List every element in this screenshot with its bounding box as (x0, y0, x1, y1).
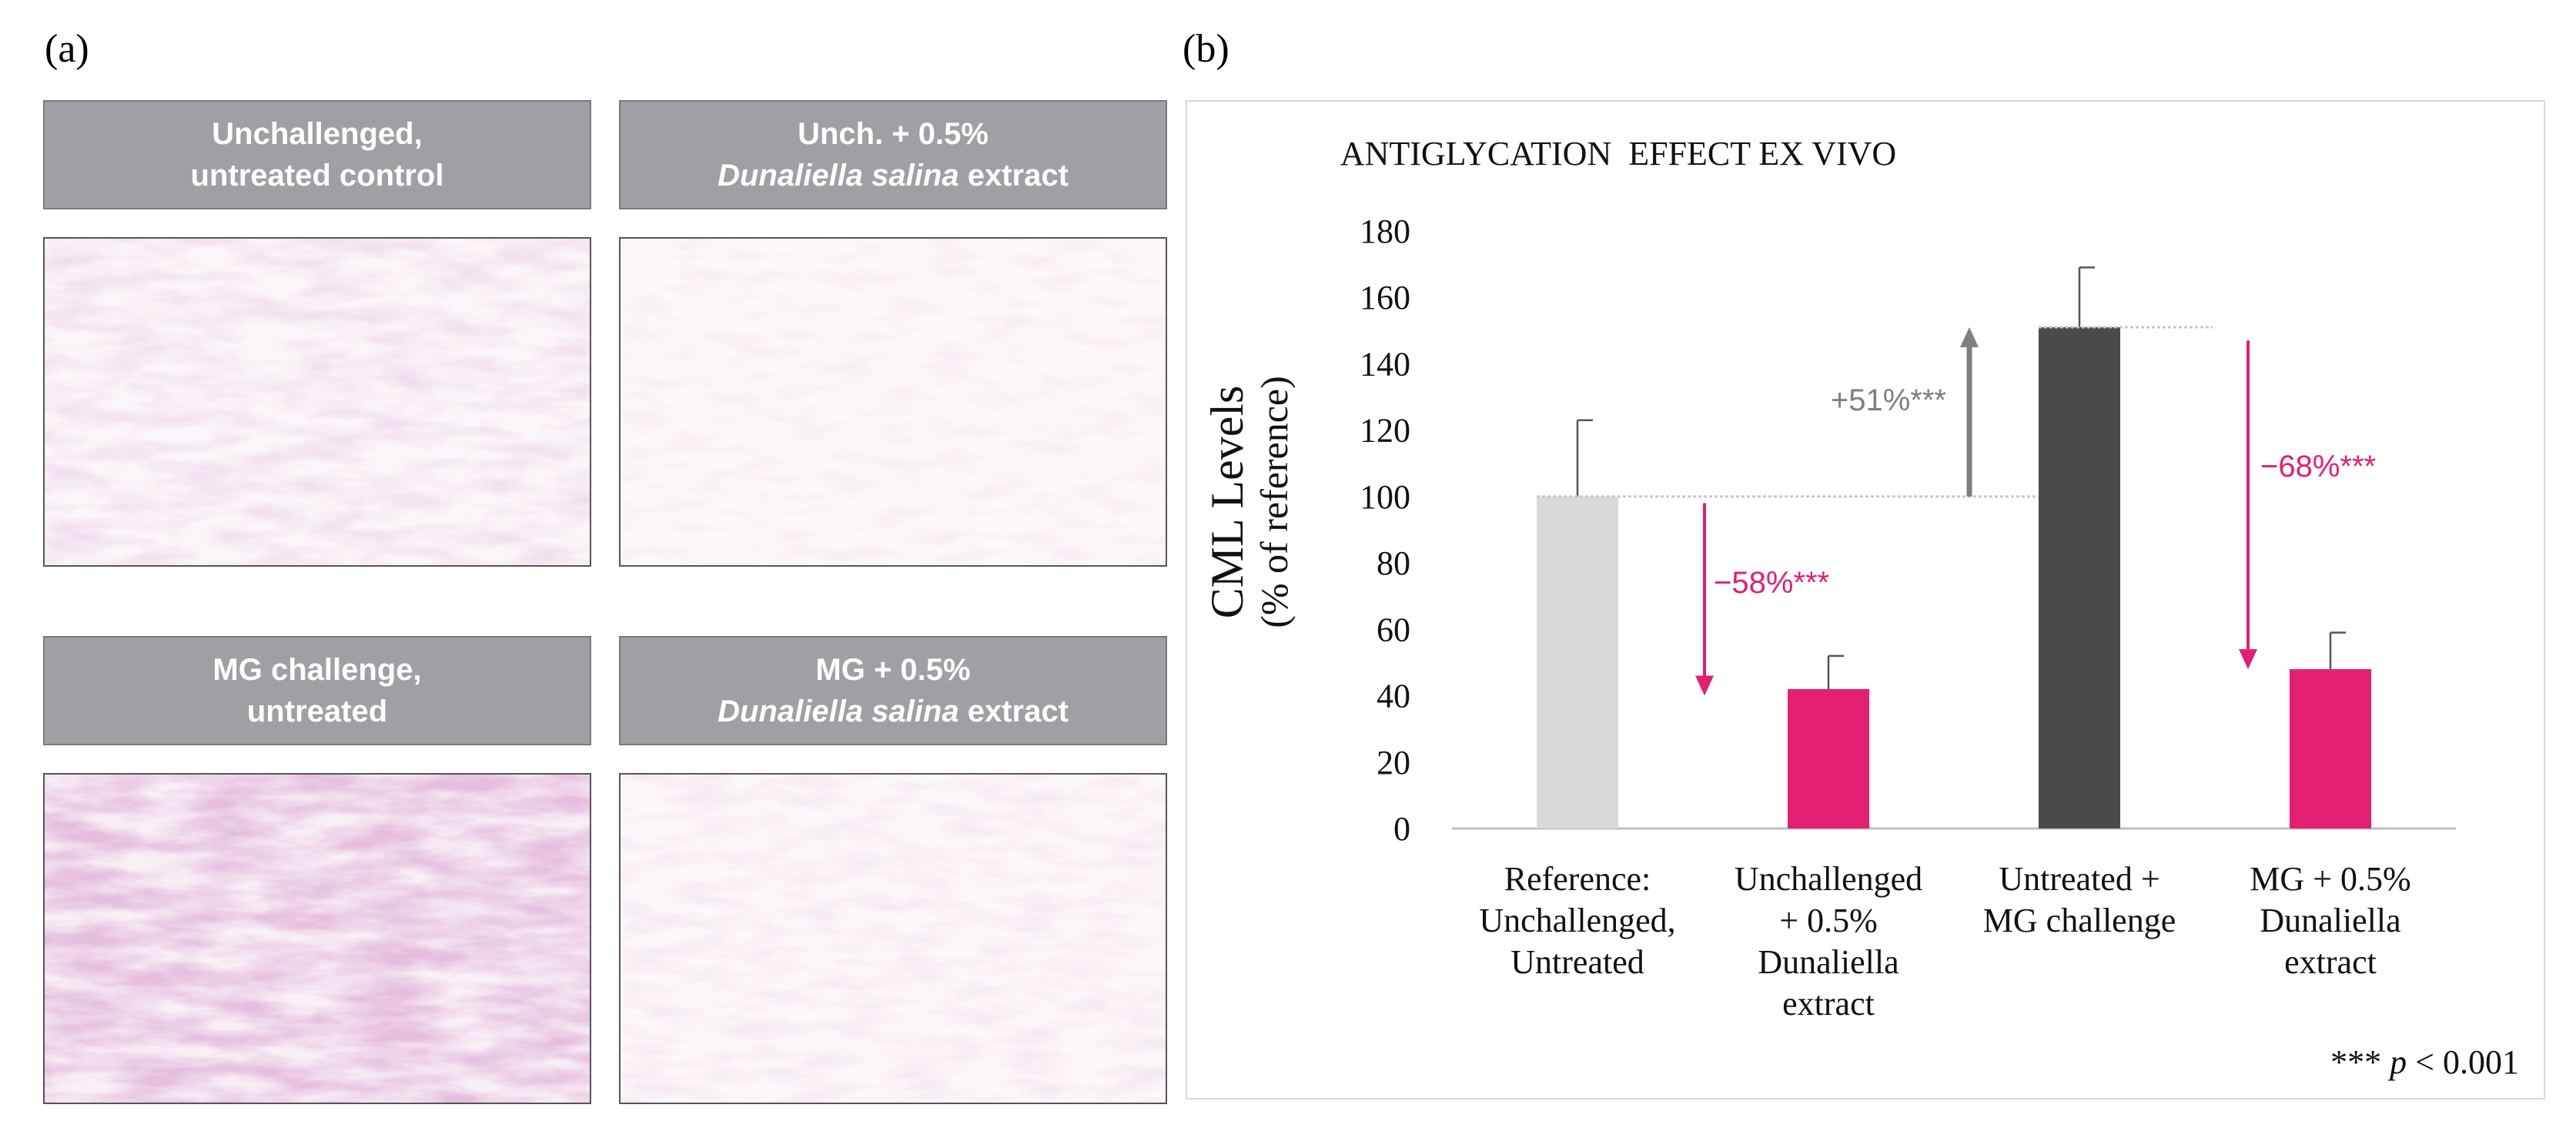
annotation-decrease-2: −68%*** (2260, 450, 2376, 484)
tile-header-line1: Unch. + 0.5% (798, 117, 989, 151)
y-axis-label-group: CML Levels (% of reference) (1202, 376, 1296, 628)
chart-frame: ANTIGLYCATION EFFECT EX VIVO CML Levels … (1186, 100, 2545, 1100)
x-tick-label-line: Unchallenged, (1479, 902, 1675, 939)
x-tick-label: Unchallenged + 0.5% Dunaliella extract (1735, 860, 1922, 1023)
x-tick-label-line: extract (1782, 985, 1875, 1023)
bar (1788, 688, 1869, 828)
x-tick-labels: Reference: Unchallenged, Untreated Unchalle… (1479, 860, 2410, 1023)
x-tick-label-line: Untreated + (1999, 860, 2159, 898)
tile-header-mg-challenge: MG challenge, untreated (43, 636, 591, 745)
x-tick-label: Reference: Unchallenged, Untreated (1479, 860, 1675, 981)
annotation-decrease-1: −58%*** (1714, 566, 1829, 600)
histology-image-mg-challenge (43, 773, 591, 1104)
y-tick-label: 40 (1377, 678, 1410, 715)
x-tick-label-line: Unchallenged (1735, 860, 1922, 898)
y-tick-label: 160 (1360, 279, 1410, 316)
bar (1537, 496, 1618, 828)
species-name: Dunaliella salina (718, 695, 959, 728)
x-tick-label-line: + 0.5% (1779, 902, 1877, 939)
x-tick-label-line: Reference: (1504, 860, 1651, 898)
tile-header-unch-dunaliella: Unch. + 0.5% Dunaliella salina extract (619, 100, 1167, 209)
footnote-p: p (2387, 1043, 2407, 1081)
bar (2290, 669, 2371, 828)
bar-chart: ANTIGLYCATION EFFECT EX VIVO CML Levels … (1202, 135, 2519, 1081)
x-tick-label: Untreated + MG challenge (1983, 860, 2176, 939)
bar (2039, 327, 2120, 828)
annotations: +51%*** −58%*** −68%*** (1537, 326, 2376, 696)
histology-texture (45, 239, 590, 565)
y-tick-label: 0 (1393, 810, 1410, 848)
tile-header-line2: untreated control (190, 159, 444, 192)
y-tick-label: 80 (1377, 544, 1410, 582)
tile-header-line1: MG challenge, (212, 653, 422, 687)
tile-header-line1: MG + 0.5% (815, 653, 971, 687)
x-tick-label-line: Dunaliella (1758, 943, 1899, 981)
bars (1537, 266, 2371, 828)
tile-header-mg-dunaliella: MG + 0.5% Dunaliella salina extract (619, 636, 1167, 745)
x-tick-label: MG + 0.5% Dunaliella extract (2250, 860, 2410, 981)
tile-header-line1: Unchallenged, (212, 117, 423, 151)
y-tick-label: 120 (1360, 412, 1410, 450)
chart-title: ANTIGLYCATION EFFECT EX VIVO (1340, 135, 1896, 172)
y-tick-label: 100 (1360, 478, 1410, 516)
x-tick-label-line: MG challenge (1983, 902, 2176, 939)
panel-b-label: (b) (1183, 27, 1229, 71)
footnote-stars: *** (2330, 1043, 2381, 1081)
histology-image-mg-dunaliella (619, 773, 1167, 1104)
increase-arrow-head (1960, 327, 1979, 348)
decrease-arrow-1-head (1695, 675, 1714, 696)
x-tick-label-line: Untreated (1510, 943, 1644, 981)
decrease-arrow-2-head (2239, 649, 2257, 670)
y-tick-label: 20 (1377, 744, 1410, 782)
y-tick-label: 140 (1360, 345, 1410, 383)
species-name: Dunaliella salina (718, 159, 959, 192)
tile-header-line2: extract (958, 695, 1069, 728)
tile-header-line2: extract (958, 159, 1069, 192)
footnote: *** p < 0.001 (2330, 1043, 2519, 1081)
histology-texture (45, 775, 590, 1103)
histology-texture (621, 775, 1166, 1103)
x-tick-label-line: MG + 0.5% (2250, 860, 2410, 898)
y-axis-label: CML Levels (1202, 386, 1253, 619)
histology-image-unch-dunaliella (619, 237, 1167, 567)
y-tick-label: 60 (1377, 611, 1410, 648)
annotation-increase: +51%*** (1831, 383, 1946, 417)
axes: 0 20 40 60 80 100 120 140 160 180 (1360, 213, 2456, 848)
footnote-rest: < 0.001 (2407, 1043, 2519, 1081)
histology-image-unchallenged (43, 237, 591, 567)
x-tick-label-line: extract (2284, 943, 2377, 981)
tile-header-line2: untreated (246, 695, 388, 728)
tile-header-unchallenged: Unchallenged, untreated control (43, 100, 591, 209)
x-tick-label-line: Dunaliella (2260, 902, 2400, 939)
y-axis-sublabel: (% of reference) (1253, 376, 1296, 628)
panel-a-label: (a) (45, 27, 89, 71)
histology-texture (621, 239, 1166, 565)
y-tick-label: 180 (1360, 213, 1410, 250)
